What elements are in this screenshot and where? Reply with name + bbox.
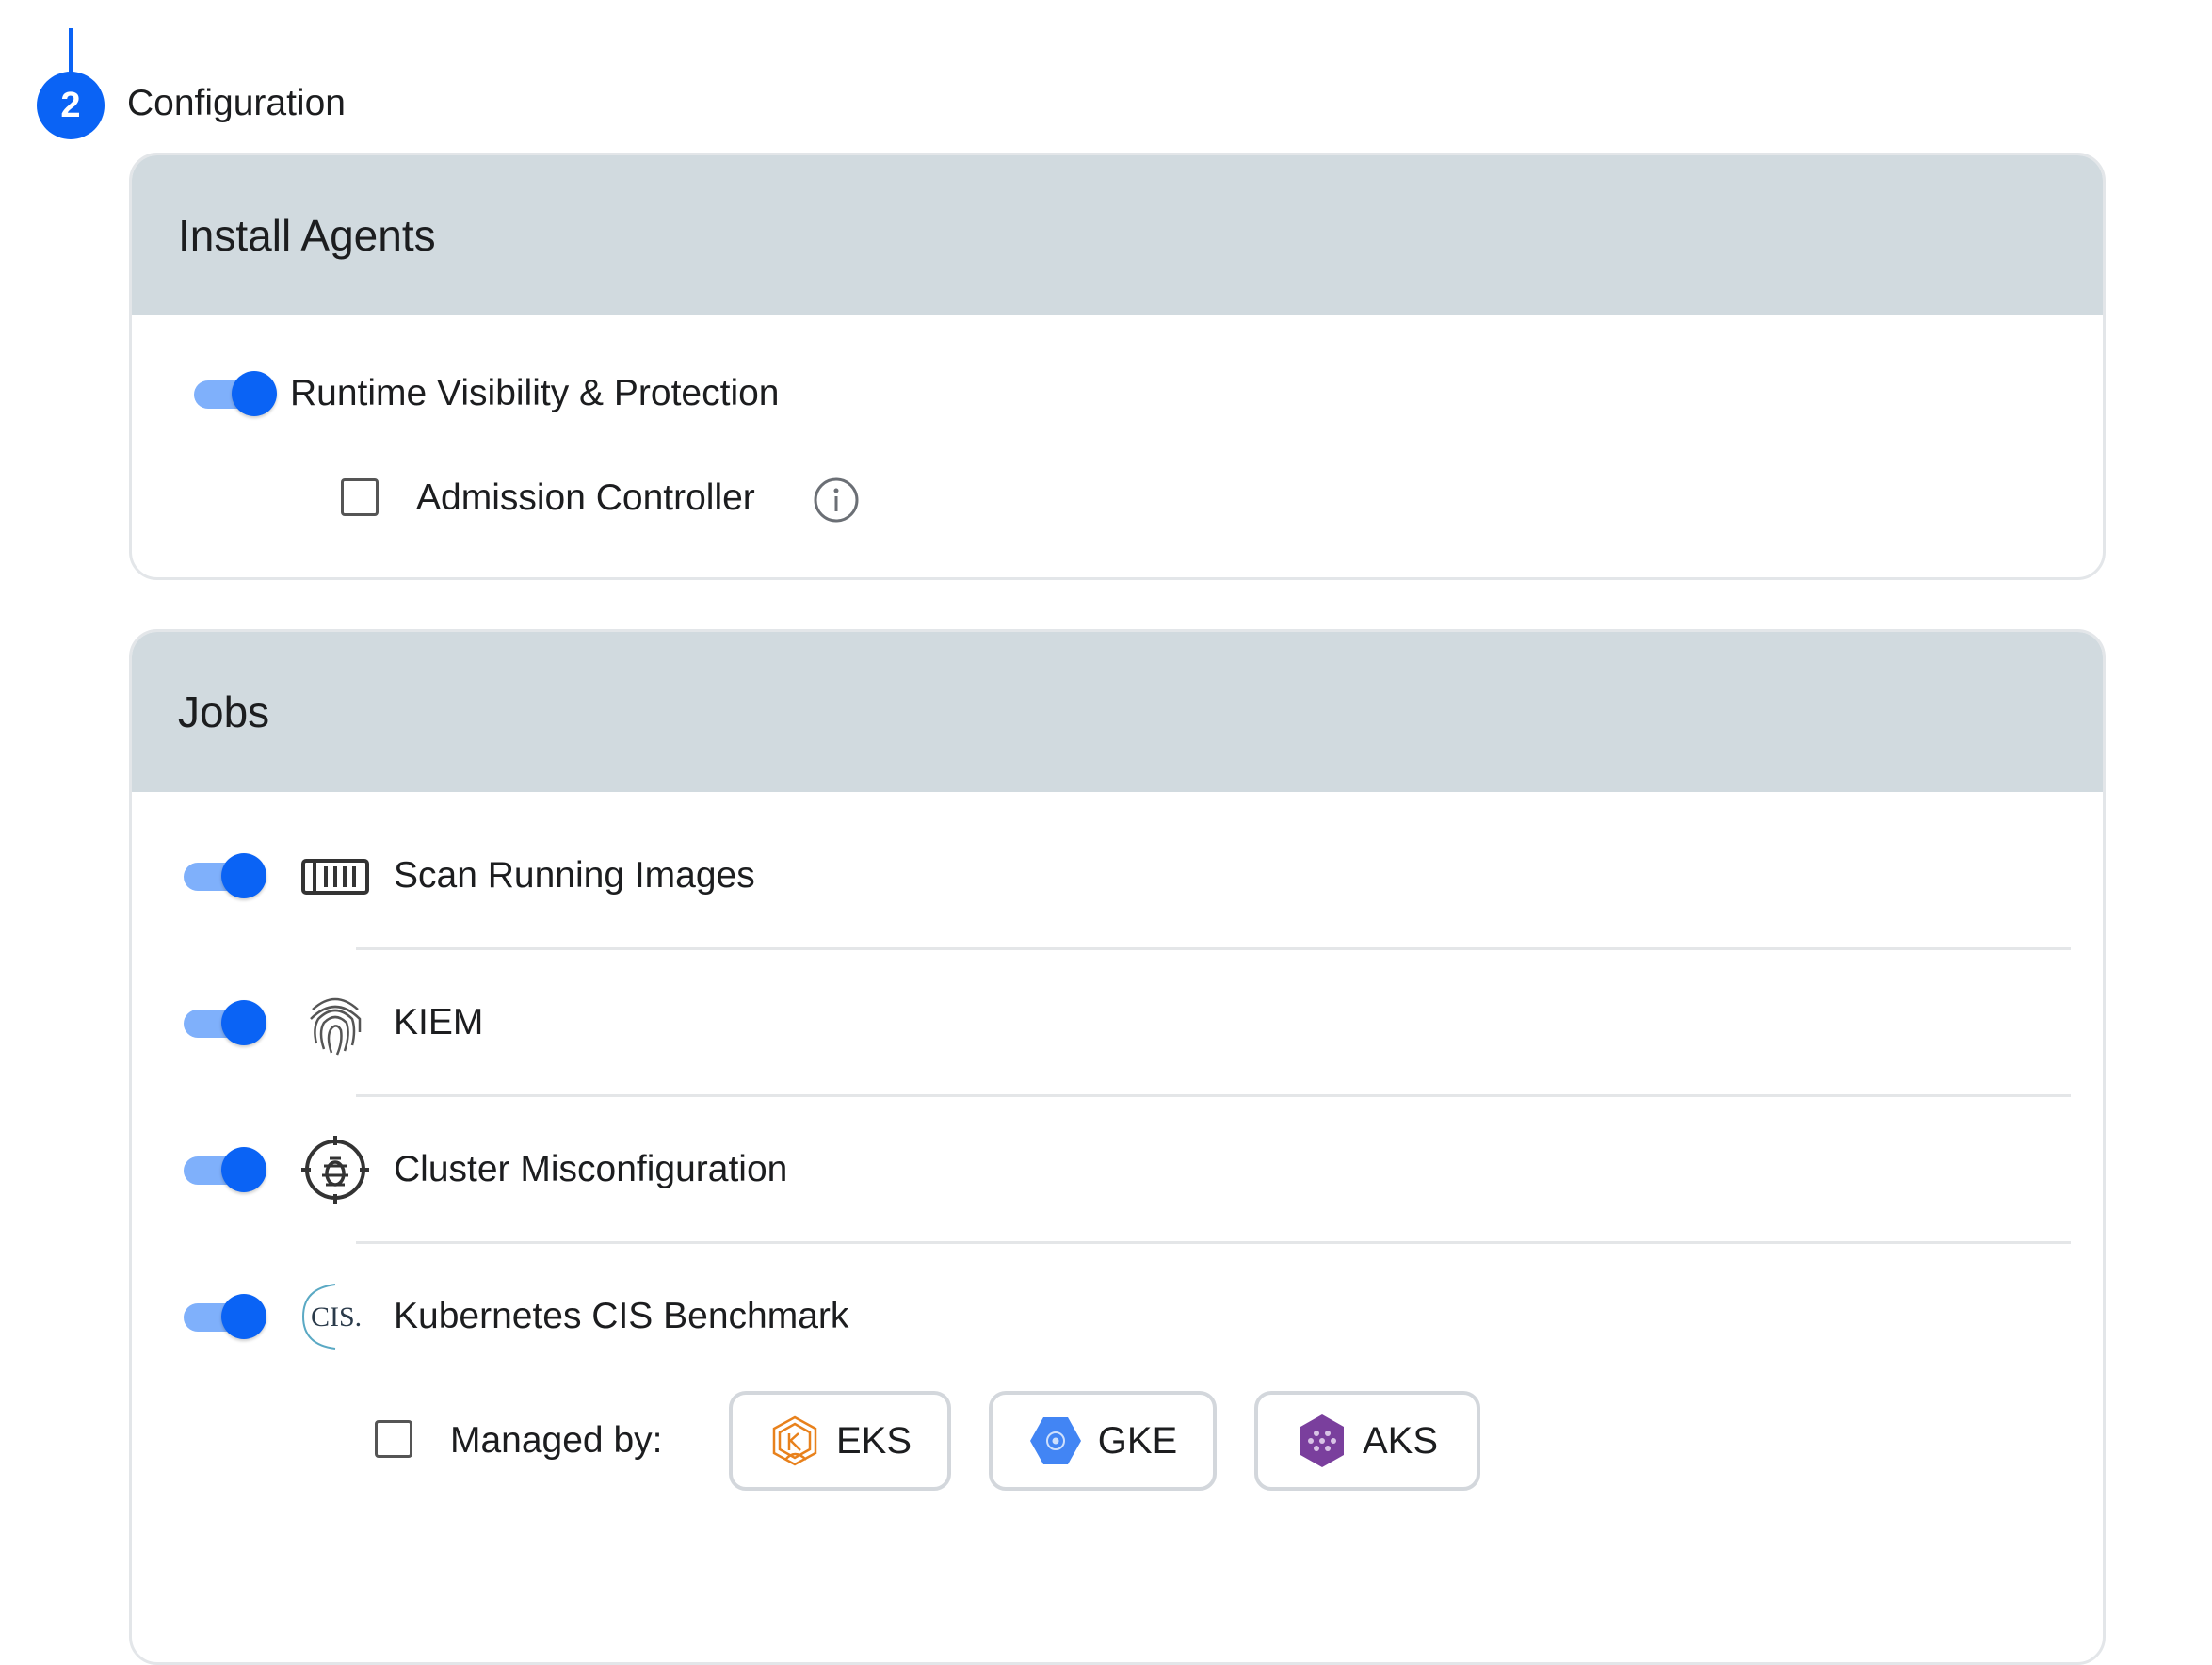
- toggle-knob: [221, 1147, 266, 1192]
- cis-logo-icon: CIS.: [298, 1281, 369, 1352]
- scan-running-images-label: Scan Running Images: [394, 855, 755, 896]
- kubernetes-cis-benchmark-label: Kubernetes CIS Benchmark: [394, 1296, 849, 1336]
- scan-running-images-toggle[interactable]: [184, 853, 266, 898]
- toggle-knob: [221, 1000, 266, 1045]
- install-agents-card: Install Agents: [129, 153, 2106, 580]
- cluster-misconfiguration-label: Cluster Misconfiguration: [394, 1149, 788, 1189]
- kiem-label: KIEM: [394, 1002, 484, 1043]
- bug-target-icon: [301, 1136, 369, 1204]
- managed-by-checkbox[interactable]: [375, 1420, 412, 1458]
- runtime-visibility-toggle[interactable]: [194, 371, 277, 416]
- step-connector-line: [69, 28, 73, 75]
- container-icon: [301, 859, 369, 895]
- divider: [356, 1094, 2071, 1097]
- jobs-card: Jobs: [129, 629, 2106, 1665]
- gke-label: GKE: [1097, 1419, 1178, 1462]
- admission-controller-checkbox[interactable]: [341, 478, 379, 516]
- cluster-misconfiguration-toggle[interactable]: [184, 1147, 266, 1192]
- toggle-knob: [221, 1294, 266, 1339]
- cis-logo-text: CIS.: [311, 1301, 363, 1333]
- eks-label: EKS: [835, 1419, 912, 1462]
- divider: [356, 947, 2071, 950]
- install-agents-title: Install Agents: [178, 211, 436, 260]
- eks-button[interactable]: EKS: [729, 1391, 951, 1491]
- aks-button[interactable]: AKS: [1254, 1391, 1480, 1491]
- gke-button[interactable]: GKE: [989, 1391, 1217, 1491]
- managed-by-label: Managed by:: [450, 1420, 663, 1461]
- kiem-toggle[interactable]: [184, 1000, 266, 1045]
- kubernetes-cis-benchmark-toggle[interactable]: [184, 1294, 266, 1339]
- info-icon[interactable]: [812, 476, 861, 525]
- step-title: Configuration: [127, 83, 346, 123]
- fingerprint-icon: [310, 997, 362, 1056]
- divider: [356, 1241, 2071, 1244]
- aks-icon: [1300, 1414, 1344, 1467]
- jobs-header: Jobs: [132, 632, 2103, 792]
- install-agents-header: Install Agents: [132, 155, 2103, 315]
- admission-controller-label: Admission Controller: [416, 477, 755, 518]
- gke-icon: [1029, 1417, 1081, 1464]
- toggle-knob: [232, 371, 277, 416]
- runtime-visibility-label: Runtime Visibility & Protection: [290, 373, 780, 413]
- toggle-knob: [221, 853, 266, 898]
- eks-icon: [772, 1415, 817, 1466]
- jobs-title: Jobs: [178, 687, 270, 736]
- aks-label: AKS: [1362, 1419, 1439, 1462]
- step-number-badge: 2: [37, 72, 105, 139]
